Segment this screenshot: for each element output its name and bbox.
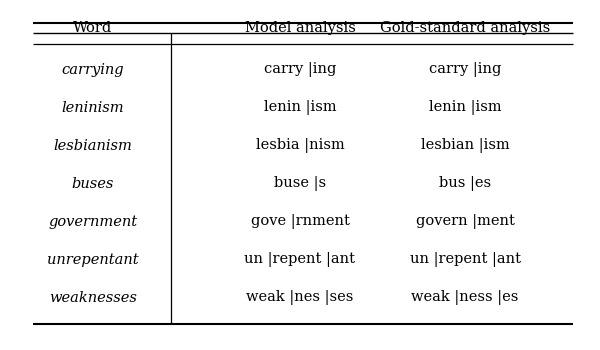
Text: buse |s: buse |s	[274, 176, 326, 191]
Text: Model analysis: Model analysis	[245, 21, 355, 35]
Text: carry |ing: carry |ing	[264, 62, 336, 77]
Text: leninism: leninism	[62, 101, 124, 115]
Text: carry |ing: carry |ing	[429, 62, 501, 77]
Text: lenin |ism: lenin |ism	[428, 100, 502, 115]
Text: unrepentant: unrepentant	[47, 253, 139, 267]
Text: un |repent |ant: un |repent |ant	[245, 252, 355, 267]
Text: bus |es: bus |es	[439, 176, 491, 191]
Text: weak |ness |es: weak |ness |es	[412, 290, 518, 305]
Text: carrying: carrying	[62, 63, 124, 77]
Text: lenin |ism: lenin |ism	[263, 100, 337, 115]
Text: Gold-standard analysis: Gold-standard analysis	[380, 21, 550, 35]
Text: lesbian |ism: lesbian |ism	[421, 138, 509, 153]
Text: Word: Word	[73, 21, 113, 35]
Text: lesbianism: lesbianism	[53, 139, 133, 153]
Text: gove |rnment: gove |rnment	[251, 214, 349, 229]
Text: weaknesses: weaknesses	[49, 291, 137, 305]
Text: lesbia |nism: lesbia |nism	[256, 138, 344, 153]
Text: weak |nes |ses: weak |nes |ses	[247, 290, 353, 305]
Text: govern |ment: govern |ment	[416, 214, 514, 229]
Text: un |repent |ant: un |repent |ant	[409, 252, 521, 267]
Text: buses: buses	[72, 177, 114, 191]
Text: government: government	[49, 215, 137, 229]
